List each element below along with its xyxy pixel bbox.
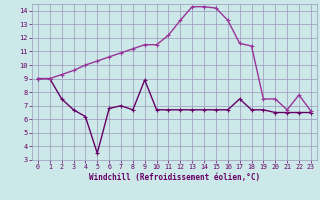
X-axis label: Windchill (Refroidissement éolien,°C): Windchill (Refroidissement éolien,°C) xyxy=(89,173,260,182)
